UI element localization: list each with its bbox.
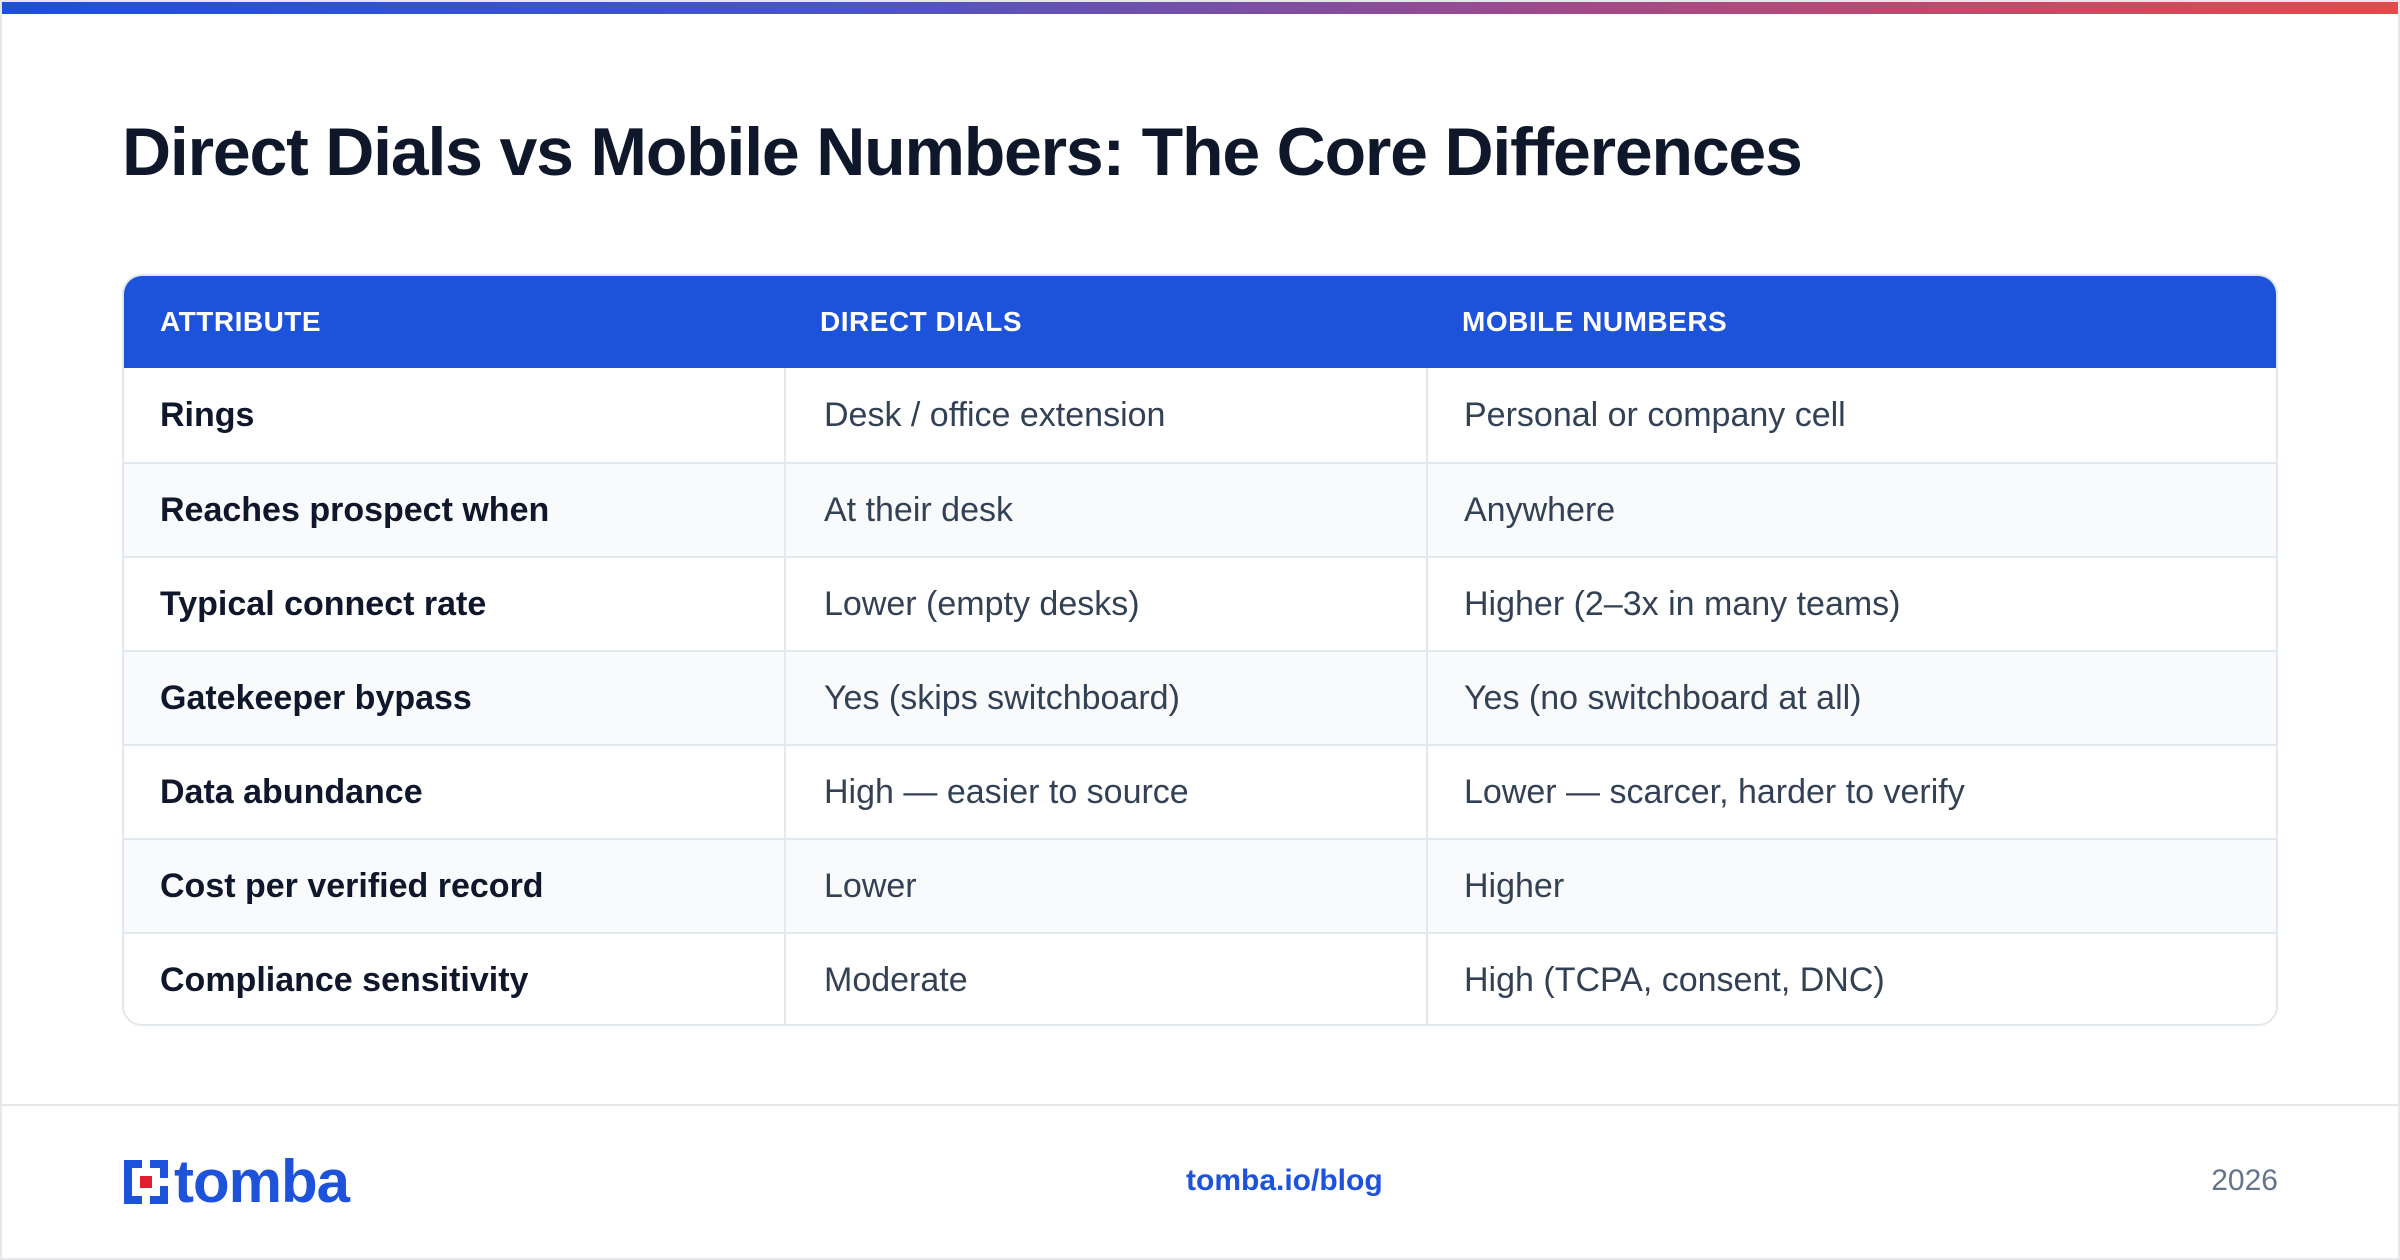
- table-header: ATTRIBUTE DIRECT DIALS MOBILE NUMBERS: [124, 276, 2276, 368]
- page-title: Direct Dials vs Mobile Numbers: The Core…: [122, 114, 1803, 190]
- tomba-logo-icon: [124, 1160, 168, 1204]
- row-attribute: Cost per verified record: [160, 866, 544, 905]
- row-direct-dials: Lower (empty desks): [784, 558, 1426, 650]
- footer-divider: [0, 1104, 2400, 1106]
- blog-link[interactable]: tomba.io/blog: [1186, 1164, 1383, 1197]
- header-direct-dials: DIRECT DIALS: [820, 306, 1022, 337]
- row-direct-dials: Moderate: [784, 934, 1426, 1024]
- footer-year: 2026: [2211, 1164, 2278, 1197]
- row-attribute: Data abundance: [160, 772, 423, 811]
- row-mobile-numbers: High (TCPA, consent, DNC): [1426, 934, 2276, 1024]
- row-attribute: Compliance sensitivity: [160, 960, 529, 999]
- header-mobile-numbers: MOBILE NUMBERS: [1462, 306, 1728, 337]
- row-mobile-numbers: Lower — scarcer, harder to verify: [1426, 746, 2276, 838]
- row-attribute: Rings: [160, 395, 255, 434]
- row-mobile-numbers: Personal or company cell: [1426, 368, 2276, 462]
- tomba-logo[interactable]: tomba: [122, 1148, 350, 1215]
- table-row: Typical connect rate Lower (empty desks)…: [124, 556, 2276, 650]
- table-row: Rings Desk / office extension Personal o…: [124, 368, 2276, 462]
- row-mobile-numbers: Higher (2–3x in many teams): [1426, 558, 2276, 650]
- row-direct-dials: High — easier to source: [784, 746, 1426, 838]
- row-attribute: Typical connect rate: [160, 584, 487, 623]
- row-mobile-numbers: Higher: [1426, 840, 2276, 932]
- row-direct-dials: Lower: [784, 840, 1426, 932]
- row-direct-dials: Desk / office extension: [784, 368, 1426, 462]
- table-row: Cost per verified record Lower Higher: [124, 838, 2276, 932]
- table-row: Reaches prospect when At their desk Anyw…: [124, 462, 2276, 556]
- row-mobile-numbers: Yes (no switchboard at all): [1426, 652, 2276, 744]
- top-gradient-bar: [0, 0, 2400, 14]
- table-row: Data abundance High — easier to source L…: [124, 744, 2276, 838]
- table-row: Gatekeeper bypass Yes (skips switchboard…: [124, 650, 2276, 744]
- row-direct-dials: At their desk: [784, 464, 1426, 556]
- comparison-table: ATTRIBUTE DIRECT DIALS MOBILE NUMBERS Ri…: [122, 274, 2278, 1026]
- header-attribute: ATTRIBUTE: [160, 306, 322, 337]
- table-row: Compliance sensitivity Moderate High (TC…: [124, 932, 2276, 1024]
- row-attribute: Gatekeeper bypass: [160, 678, 472, 717]
- row-attribute: Reaches prospect when: [160, 490, 550, 529]
- logo-wordmark: tomba: [174, 1148, 350, 1215]
- row-direct-dials: Yes (skips switchboard): [784, 652, 1426, 744]
- row-mobile-numbers: Anywhere: [1426, 464, 2276, 556]
